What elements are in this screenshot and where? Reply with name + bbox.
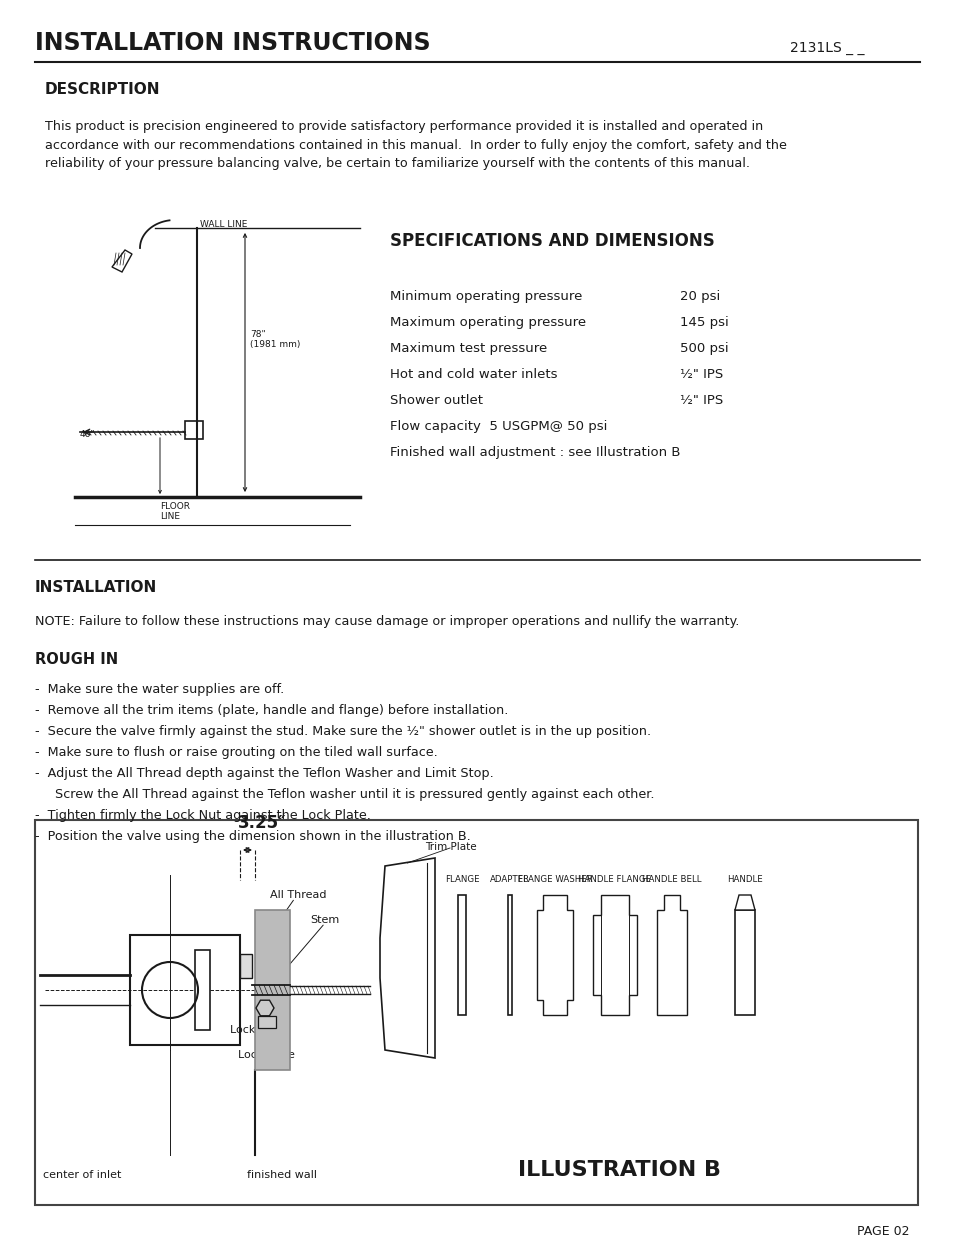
Text: INSTALLATION INSTRUCTIONS: INSTALLATION INSTRUCTIONS — [35, 31, 430, 56]
Text: 145 psi: 145 psi — [679, 316, 728, 329]
Text: PAGE 02: PAGE 02 — [857, 1225, 909, 1235]
Text: Trim Plate: Trim Plate — [424, 842, 476, 852]
Text: FLANGE WASHER: FLANGE WASHER — [517, 876, 592, 884]
Text: Maximum test pressure: Maximum test pressure — [390, 342, 547, 354]
Polygon shape — [537, 895, 573, 1015]
Text: HANDLE: HANDLE — [726, 876, 762, 884]
Bar — [257, 1016, 275, 1028]
Text: Lock Nut: Lock Nut — [230, 1025, 278, 1035]
Polygon shape — [593, 895, 637, 1015]
Text: Hot and cold water inlets: Hot and cold water inlets — [390, 368, 557, 382]
Polygon shape — [734, 895, 754, 910]
Text: Screw the All Thread against the Teflon washer until it is pressured gently agai: Screw the All Thread against the Teflon … — [55, 788, 654, 802]
Text: Stem: Stem — [310, 915, 339, 925]
Text: Lock Plate: Lock Plate — [237, 1050, 294, 1060]
Text: Flow capacity  5 USGPM@ 50 psi: Flow capacity 5 USGPM@ 50 psi — [390, 420, 607, 433]
Text: INSTALLATION: INSTALLATION — [35, 580, 157, 595]
Text: HANDLE BELL: HANDLE BELL — [641, 876, 701, 884]
Text: ½" IPS: ½" IPS — [679, 368, 722, 382]
Bar — [457, 895, 465, 1015]
Text: Finished wall adjustment : see Illustration B: Finished wall adjustment : see Illustrat… — [390, 446, 679, 459]
Bar — [734, 910, 754, 1015]
Bar — [185, 421, 203, 438]
Text: center of inlet: center of inlet — [43, 1170, 121, 1179]
Text: -  Secure the valve firmly against the stud. Make sure the ½" shower outlet is i: - Secure the valve firmly against the st… — [35, 725, 651, 739]
Text: 46": 46" — [80, 430, 95, 438]
Text: All Thread: All Thread — [270, 890, 326, 900]
Text: -  Adjust the All Thread depth against the Teflon Washer and Limit Stop.: - Adjust the All Thread depth against th… — [35, 767, 494, 781]
Text: FLOOR
LINE: FLOOR LINE — [160, 501, 190, 521]
Text: HANDLE FLANGE: HANDLE FLANGE — [578, 876, 651, 884]
Text: 3.25″: 3.25″ — [237, 814, 286, 832]
Polygon shape — [112, 249, 132, 272]
Text: 500 psi: 500 psi — [679, 342, 728, 354]
Text: ADAPTER: ADAPTER — [490, 876, 530, 884]
Text: -  Make sure to flush or raise grouting on the tiled wall surface.: - Make sure to flush or raise grouting o… — [35, 746, 437, 760]
Text: Shower outlet: Shower outlet — [390, 394, 482, 408]
Text: ILLUSTRATION B: ILLUSTRATION B — [518, 1160, 720, 1179]
Text: -  Remove all the trim items (plate, handle and flange) before installation.: - Remove all the trim items (plate, hand… — [35, 704, 508, 718]
Text: 2131LS _ _: 2131LS _ _ — [789, 41, 863, 56]
Bar — [194, 950, 210, 1030]
Polygon shape — [379, 858, 435, 1058]
Text: -  Make sure the water supplies are off.: - Make sure the water supplies are off. — [35, 683, 284, 697]
Bar — [35, 820, 917, 1205]
Text: SPECIFICATIONS AND DIMENSIONS: SPECIFICATIONS AND DIMENSIONS — [390, 232, 714, 249]
Text: -  Position the valve using the dimension shown in the illustration B.: - Position the valve using the dimension… — [35, 830, 470, 844]
Text: finished wall: finished wall — [247, 1170, 316, 1179]
Bar — [240, 953, 252, 978]
Text: WALL LINE: WALL LINE — [200, 220, 247, 228]
Bar — [130, 935, 240, 1045]
Text: 20 psi: 20 psi — [679, 290, 720, 303]
Text: 78"
(1981 mm): 78" (1981 mm) — [250, 330, 300, 350]
Text: FLANGE: FLANGE — [444, 876, 478, 884]
Text: Maximum operating pressure: Maximum operating pressure — [390, 316, 585, 329]
Text: ROUGH IN: ROUGH IN — [35, 652, 118, 667]
Bar — [507, 895, 512, 1015]
Text: -  Tighten firmly the Lock Nut against the Lock Plate.: - Tighten firmly the Lock Nut against th… — [35, 809, 371, 823]
Text: NOTE: Failure to follow these instructions may cause damage or improper operatio: NOTE: Failure to follow these instructio… — [35, 615, 739, 629]
Text: ½" IPS: ½" IPS — [679, 394, 722, 408]
Text: DESCRIPTION: DESCRIPTION — [45, 82, 160, 98]
Polygon shape — [657, 895, 686, 1015]
Bar — [254, 910, 290, 1070]
Text: This product is precision engineered to provide satisfactory performance provide: This product is precision engineered to … — [45, 120, 786, 170]
Text: Minimum operating pressure: Minimum operating pressure — [390, 290, 581, 303]
Polygon shape — [255, 1000, 274, 1016]
